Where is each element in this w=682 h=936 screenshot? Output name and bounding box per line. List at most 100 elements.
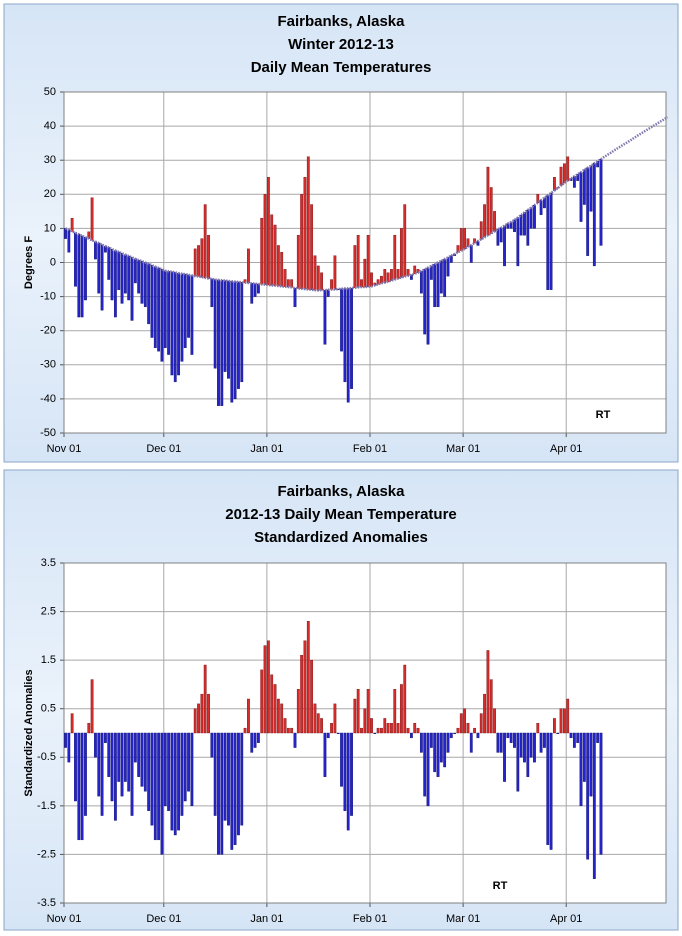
bar <box>459 713 463 734</box>
bar <box>496 229 500 246</box>
bar <box>499 227 503 243</box>
bar <box>343 288 347 383</box>
bar <box>180 273 184 362</box>
y-tick-label: 40 <box>44 120 56 132</box>
bar <box>227 732 230 826</box>
bar <box>270 214 274 286</box>
y-tick-label: 20 <box>44 188 56 200</box>
bar <box>323 732 327 777</box>
bar <box>403 664 407 734</box>
bar <box>576 173 580 181</box>
bar <box>130 732 134 816</box>
bar <box>213 279 217 369</box>
bar <box>197 703 200 734</box>
bar <box>549 192 553 290</box>
bar <box>543 197 546 209</box>
bar <box>473 727 476 734</box>
x-tick-label: Feb 01 <box>353 913 387 925</box>
bar <box>320 272 323 291</box>
bar <box>443 258 447 297</box>
bar <box>340 732 343 787</box>
bar <box>230 732 234 850</box>
bar <box>553 177 556 191</box>
bar <box>553 718 556 734</box>
bar <box>153 266 157 348</box>
bar <box>396 723 400 734</box>
bar <box>74 732 77 802</box>
bar <box>599 732 603 855</box>
bar <box>170 732 174 831</box>
bar <box>120 732 124 797</box>
bar <box>543 732 546 748</box>
bar <box>579 732 583 807</box>
bar <box>449 255 453 263</box>
bar <box>569 732 573 739</box>
bar <box>456 727 460 734</box>
x-tick-label: Feb 01 <box>353 443 387 455</box>
bar <box>233 732 237 845</box>
bar <box>263 194 267 285</box>
bar <box>413 265 417 274</box>
bar <box>429 265 433 280</box>
bar <box>167 732 170 811</box>
bar <box>94 732 97 758</box>
bar <box>489 679 493 734</box>
bar <box>77 233 81 318</box>
bar <box>400 684 403 734</box>
bar <box>396 269 400 279</box>
bar <box>582 732 586 782</box>
bar <box>589 165 593 212</box>
bar <box>326 732 330 739</box>
bar <box>323 289 327 345</box>
bar <box>296 689 300 734</box>
bar <box>303 177 307 290</box>
bar <box>207 693 210 734</box>
bar <box>469 244 473 263</box>
bar <box>67 732 71 763</box>
bar <box>513 732 516 748</box>
bar <box>533 205 536 229</box>
bar <box>310 204 314 290</box>
bar <box>380 727 383 734</box>
bar <box>363 708 367 734</box>
bar <box>227 280 230 379</box>
annotation: RT <box>493 880 508 892</box>
bar <box>147 732 151 811</box>
bar <box>586 167 590 256</box>
bar <box>80 732 84 841</box>
bar <box>130 257 134 321</box>
bar <box>346 288 350 403</box>
bar <box>163 732 167 807</box>
bar <box>330 279 333 290</box>
bar <box>283 269 287 287</box>
bar <box>97 242 101 294</box>
bar <box>406 727 410 734</box>
bar <box>110 249 114 301</box>
bar <box>80 235 84 318</box>
bar <box>439 732 443 763</box>
bar <box>160 269 164 362</box>
bar <box>187 732 190 792</box>
bar <box>529 732 533 758</box>
bar <box>340 288 343 352</box>
bar <box>306 621 310 734</box>
bar <box>250 283 254 304</box>
bar <box>220 732 224 855</box>
bar <box>100 244 104 311</box>
bar <box>140 260 144 304</box>
bar <box>273 684 277 734</box>
bar <box>177 732 180 831</box>
chart-title: Standardized Anomalies <box>254 529 428 546</box>
bar <box>466 238 470 248</box>
bar <box>203 204 207 279</box>
bar <box>64 228 67 239</box>
bar <box>240 282 244 383</box>
bar <box>523 732 526 763</box>
bar <box>180 732 184 816</box>
bar <box>353 698 357 734</box>
bar <box>366 689 370 734</box>
bar <box>276 245 280 287</box>
bar <box>473 238 476 244</box>
bar <box>90 197 94 241</box>
